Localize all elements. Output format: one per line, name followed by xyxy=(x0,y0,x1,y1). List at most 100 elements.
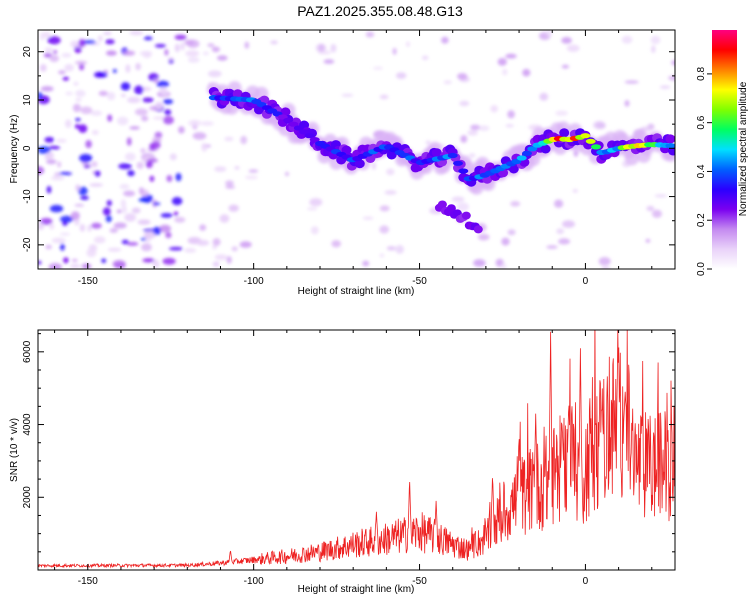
heatmap-noise-blob xyxy=(137,219,151,225)
heatmap-noise-blob xyxy=(470,124,480,131)
heatmap-noise-blob xyxy=(125,64,131,73)
heatmap-noise-blob xyxy=(621,35,633,44)
heatmap-noise-blob xyxy=(107,247,122,252)
heatmap-noise-blob xyxy=(60,215,74,223)
heatmap-noise-blob xyxy=(212,238,221,246)
heatmap-noise-blob xyxy=(624,100,630,107)
heatmap-noise-blob xyxy=(539,92,549,101)
heatmap-ridge-band xyxy=(254,105,264,115)
heatmap-noise-blob xyxy=(443,80,452,85)
spectrogram-x-tick-label: -150 xyxy=(78,276,98,287)
heatmap-noise-blob xyxy=(60,243,65,251)
colorbar-tick-label: 0.2 xyxy=(696,213,707,227)
heatmap-noise-blob xyxy=(120,82,131,91)
heatmap-noise-blob xyxy=(153,78,159,84)
heatmap-noise-blob xyxy=(239,241,252,248)
heatmap-ridge-core xyxy=(447,152,458,159)
heatmap-noise-blob xyxy=(90,110,103,116)
heatmap-noise-blob xyxy=(554,199,564,208)
heatmap-noise-blob xyxy=(379,94,389,100)
heatmap-noise-blob xyxy=(71,258,78,263)
heatmap-noise-blob xyxy=(40,64,47,72)
heatmap-noise-blob xyxy=(164,109,172,116)
heatmap-noise-blob xyxy=(163,115,174,125)
heatmap-noise-blob xyxy=(143,228,157,233)
heatmap-noise-blob xyxy=(319,44,324,52)
heatmap-noise-blob xyxy=(507,110,515,119)
heatmap-noise-blob xyxy=(123,190,136,197)
heatmap-noise-blob xyxy=(94,170,101,177)
heatmap-noise-blob xyxy=(425,140,431,145)
heatmap-noise-blob xyxy=(497,58,507,66)
heatmap-noise-blob xyxy=(164,49,169,56)
heatmap-noise-blob xyxy=(395,245,405,254)
heatmap-noise-blob xyxy=(473,259,486,267)
heatmap-noise-blob xyxy=(61,53,72,58)
heatmap-noise-blob xyxy=(477,233,490,241)
heatmap-noise-blob xyxy=(142,258,155,263)
spectrogram-y-axis-label: Frequency (Hz) xyxy=(9,115,20,184)
heatmap-noise-blob xyxy=(87,224,92,232)
heatmap-noise-blob xyxy=(162,98,174,105)
heatmap-ridge-core xyxy=(511,158,522,165)
heatmap-noise-blob xyxy=(79,153,93,163)
heatmap-noise-blob xyxy=(38,91,43,99)
heatmap-noise-blob xyxy=(85,140,92,149)
heatmap-noise-blob xyxy=(180,42,185,51)
heatmap-noise-blob xyxy=(103,31,112,36)
heatmap-noise-blob xyxy=(624,80,639,84)
heatmap-noise-blob xyxy=(379,253,385,258)
heatmap-noise-blob xyxy=(175,173,182,182)
snr-y-tick-label: 4000 xyxy=(22,413,33,436)
heatmap-noise-blob xyxy=(219,214,230,223)
heatmap-noise-blob xyxy=(51,237,66,244)
heatmap-noise-blob xyxy=(105,39,115,45)
heatmap-noise-blob xyxy=(214,254,228,261)
heatmap-noise-blob xyxy=(651,45,656,53)
heatmap-noise-blob xyxy=(566,44,580,52)
heatmap-noise-blob xyxy=(379,205,390,212)
heatmap-noise-blob xyxy=(505,124,514,128)
heatmap-noise-blob xyxy=(330,43,337,53)
heatmap-noise-blob xyxy=(652,209,662,218)
heatmap-noise-blob xyxy=(396,72,407,79)
heatmap-noise-blob xyxy=(119,183,130,190)
heatmap-branch-blob xyxy=(473,225,483,234)
heatmap-noise-blob xyxy=(379,225,390,234)
heatmap-noise-blob xyxy=(505,53,517,59)
heatmap-noise-blob xyxy=(58,70,66,75)
heatmap-noise-blob xyxy=(373,66,384,70)
heatmap-noise-blob xyxy=(646,205,655,212)
heatmap-noise-blob xyxy=(214,166,227,173)
heatmap-noise-blob xyxy=(70,40,80,48)
heatmap-noise-blob xyxy=(62,76,69,81)
heatmap-noise-blob xyxy=(392,47,397,55)
heatmap-noise-blob xyxy=(245,175,258,180)
heatmap-noise-blob xyxy=(362,216,374,220)
colorbar-tick-label: 0.4 xyxy=(696,164,707,178)
heatmap-noise-blob xyxy=(386,168,395,176)
heatmap-ridge-core xyxy=(288,121,299,127)
heatmap-noise-blob xyxy=(83,40,96,44)
heatmap-noise-blob xyxy=(154,44,166,48)
heatmap-noise-blob xyxy=(50,175,65,181)
heatmap-noise-blob xyxy=(98,90,108,97)
heatmap-noise-blob xyxy=(184,39,195,46)
heatmap-noise-blob xyxy=(124,213,136,222)
spectrogram-y-tick-label: 10 xyxy=(22,94,33,106)
heatmap-ridge-core xyxy=(304,133,315,139)
heatmap-noise-blob xyxy=(48,145,61,150)
heatmap-noise-blob xyxy=(101,258,107,264)
heatmap-noise-blob xyxy=(212,261,220,267)
heatmap-ridge-core xyxy=(516,155,527,161)
heatmap-noise-blob xyxy=(546,245,558,249)
heatmap-noise-blob xyxy=(140,148,146,154)
heatmap-noise-blob xyxy=(105,215,112,223)
heatmap-noise-blob xyxy=(49,204,64,213)
heatmap-noise-blob xyxy=(572,189,578,193)
heatmap-ridge-core xyxy=(283,117,294,123)
heatmap-noise-blob xyxy=(668,75,675,81)
heatmap-noise-blob xyxy=(161,91,170,97)
heatmap-noise-blob xyxy=(127,170,135,177)
heatmap-noise-blob xyxy=(145,160,153,169)
